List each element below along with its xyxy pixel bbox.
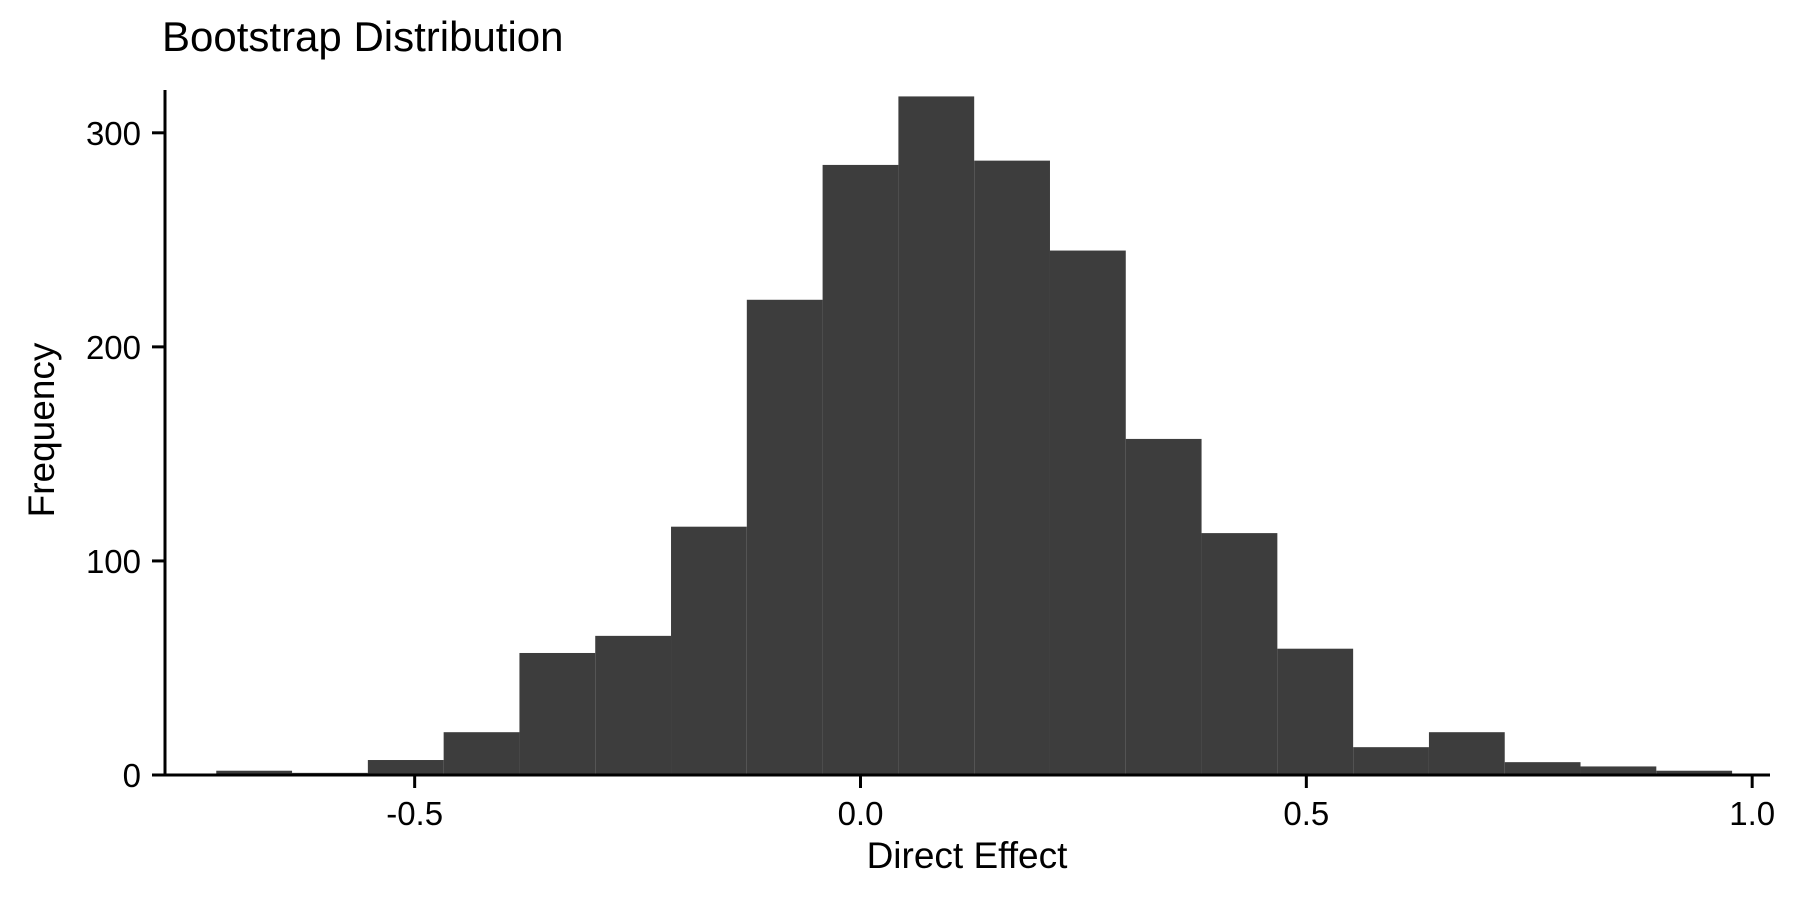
y-tick-label: 200 [86, 329, 141, 366]
histogram-bar [1353, 747, 1429, 775]
histogram-bar [595, 635, 672, 775]
histogram-bar [822, 164, 899, 776]
x-axis-title: Direct Effect [866, 835, 1068, 876]
y-tick-label: 0 [123, 757, 141, 794]
histogram-bar [898, 96, 975, 776]
histogram-bar [1580, 766, 1657, 775]
histogram-bar [1125, 438, 1202, 775]
histogram-bar [1656, 770, 1733, 775]
histogram-bar [367, 760, 444, 775]
histogram-bar [671, 526, 747, 775]
histogram-bar [1504, 762, 1581, 775]
histogram-bar [746, 299, 823, 775]
histogram-bar [1277, 648, 1354, 775]
histogram-bar [519, 652, 596, 775]
y-tick-label: 300 [86, 115, 141, 152]
x-tick-label: -0.5 [386, 795, 443, 832]
histogram-bars [216, 96, 1733, 776]
histogram-bar [443, 732, 520, 775]
histogram-bar [1049, 250, 1126, 776]
x-tick-label: 0.0 [838, 795, 884, 832]
x-tick-label: 0.5 [1283, 795, 1329, 832]
y-tick-label: 100 [86, 543, 141, 580]
chart-title: Bootstrap Distribution [162, 13, 564, 60]
histogram-bar [974, 160, 1050, 775]
histogram-bar [1201, 533, 1278, 775]
histogram-bar [1428, 732, 1505, 775]
x-tick-label: 1.0 [1729, 795, 1775, 832]
histogram-bar [216, 770, 293, 775]
